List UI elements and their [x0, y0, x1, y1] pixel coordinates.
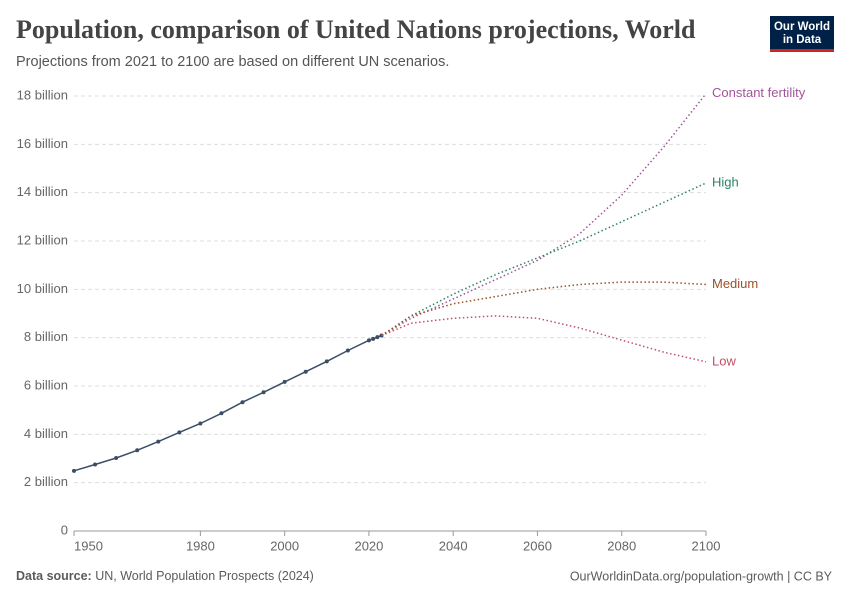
y-tick-label: 8 billion	[24, 329, 68, 344]
point	[282, 379, 287, 384]
y-tick-label: 6 billion	[24, 377, 68, 392]
y-tick-label: 0	[61, 522, 68, 537]
x-tick-label: 1980	[186, 538, 215, 553]
logo[interactable]: Our World in Data	[770, 16, 834, 52]
x-tick-label: 2080	[607, 538, 636, 553]
point	[240, 400, 245, 405]
y-tick-label: 16 billion	[17, 136, 68, 151]
line-label: Medium	[712, 276, 758, 291]
point	[303, 369, 308, 374]
point	[198, 421, 203, 426]
line-label: Low	[712, 353, 736, 368]
chart-title: Population, comparison of United Nations…	[16, 15, 696, 44]
logo-box[interactable]	[770, 16, 834, 52]
point	[114, 456, 119, 461]
point	[371, 336, 376, 341]
series-line	[73, 334, 382, 472]
chart-subtitle: Projections from 2021 to 2100 are based …	[16, 54, 449, 70]
point	[366, 338, 371, 343]
source-text[interactable]: UN, World Population Prospects (2024)	[95, 569, 314, 583]
point	[93, 462, 98, 467]
point	[72, 468, 76, 473]
y-tick-label: 14 billion	[17, 184, 68, 199]
x-tick-label: 2020	[354, 538, 383, 553]
logo-text[interactable]: in Data	[783, 34, 822, 46]
logo-text[interactable]: Our World	[774, 21, 830, 33]
source: Data source: UN, World Population Prospe…	[16, 569, 314, 583]
point	[345, 348, 350, 353]
series-line	[381, 315, 707, 363]
x-tick-label: 2100	[692, 538, 721, 553]
credit[interactable]: OurWorldinData.org/population-growth | C…	[570, 569, 833, 583]
point	[156, 439, 161, 444]
x-tick-label: 2060	[523, 538, 552, 553]
point	[177, 430, 182, 435]
logo-bar	[770, 49, 834, 52]
point	[375, 335, 380, 340]
point	[135, 448, 140, 453]
y-tick-label: 10 billion	[17, 281, 68, 296]
series-line	[381, 182, 707, 337]
source-label: Data source:	[16, 569, 92, 583]
y-tick-label: 18 billion	[17, 87, 68, 102]
point	[219, 411, 224, 416]
line-label: High	[712, 174, 739, 189]
y-tick-label: 12 billion	[17, 232, 68, 247]
y-tick-label: 2 billion	[24, 474, 68, 489]
y-tick-label: 4 billion	[24, 426, 68, 441]
x-tick-label: 2040	[439, 538, 468, 553]
point	[261, 390, 266, 395]
point	[324, 359, 329, 364]
line-label: Constant fertility	[712, 85, 806, 100]
x-tick-label: 1950	[74, 538, 103, 553]
x-tick-label: 2000	[270, 538, 299, 553]
series-line	[381, 93, 707, 337]
series-line	[381, 281, 707, 337]
